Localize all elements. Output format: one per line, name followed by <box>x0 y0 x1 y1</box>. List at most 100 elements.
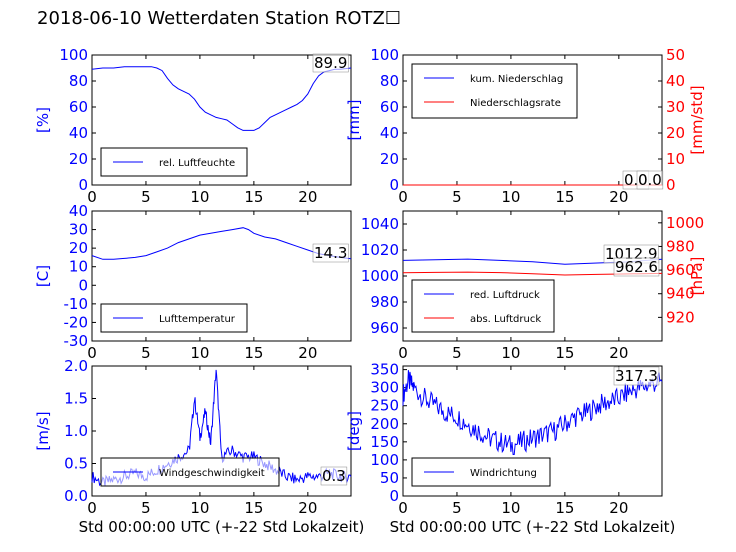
y-tick-label: -10 <box>64 295 89 313</box>
x-tick-label: 5 <box>141 188 151 206</box>
y-tick-label: 0 <box>78 176 88 194</box>
y-tick-label: 20 <box>69 150 88 168</box>
y-tick-label: 40 <box>69 202 88 220</box>
y-tick-label: 60 <box>69 98 88 116</box>
y-tick-label: 30 <box>69 221 88 239</box>
y-right-tick-label: 50 <box>666 46 685 64</box>
x-tick-label: 15 <box>555 188 574 206</box>
legend-label: abs. Luftdruck <box>470 314 541 325</box>
y-right-tick-label: 960 <box>666 261 695 279</box>
y-axis-label: [mm] <box>345 100 363 141</box>
y-tick-label: 0.0 <box>64 487 88 505</box>
plot-frame <box>91 210 352 342</box>
x-tick-label: 20 <box>609 188 628 206</box>
y-right-tick-label: 20 <box>666 124 685 142</box>
legend-label: kum. Niederschlag <box>470 74 563 85</box>
x-tick-label: 10 <box>190 344 209 362</box>
x-axis-label: Std 00:00:00 UTC (+-22 Std Lokalzeit) <box>390 518 676 536</box>
x-tick-label: 0 <box>398 188 408 206</box>
x-tick-label: 0 <box>398 344 408 362</box>
y-axis-label: [deg] <box>345 411 363 451</box>
y-tick-label: 20 <box>380 150 399 168</box>
y-tick-label: 50 <box>380 469 399 487</box>
y-tick-label: 200 <box>370 415 399 433</box>
x-tick-label: 20 <box>298 188 317 206</box>
x-tick-label: 10 <box>501 188 520 206</box>
series-line <box>91 227 352 260</box>
y-right-tick-label: 920 <box>666 308 695 326</box>
x-tick-label: 5 <box>452 344 462 362</box>
x-tick-label: 15 <box>244 344 263 362</box>
x-axis-label: Std 00:00:00 UTC (+-22 Std Lokalzeit) <box>79 518 365 536</box>
y-right-axis-label: [hPa] <box>688 257 706 296</box>
x-tick-label: 20 <box>298 499 317 517</box>
x-tick-label: 5 <box>141 499 151 517</box>
series-line <box>402 370 663 455</box>
x-tick-label: 20 <box>609 499 628 517</box>
y-right-tick-label: 0 <box>666 176 676 194</box>
x-tick-label: 10 <box>190 188 209 206</box>
y-tick-label: 1020 <box>361 241 399 259</box>
x-tick-label: 20 <box>298 344 317 362</box>
y-tick-label: 20 <box>69 239 88 257</box>
y-tick-label: 300 <box>370 379 399 397</box>
plot-frame <box>91 54 352 186</box>
y-right-tick-label: 980 <box>666 237 695 255</box>
legend-label: Windgeschwindigkeit <box>159 468 265 479</box>
y-tick-label: -20 <box>64 313 89 331</box>
y-tick-label: 1.0 <box>64 422 88 440</box>
x-tick-label: 10 <box>190 499 209 517</box>
end-value-annotation: 14.3 <box>314 244 347 262</box>
x-tick-label: 15 <box>244 188 263 206</box>
y-right-tick-label: 940 <box>666 285 695 303</box>
series-line <box>91 66 352 131</box>
x-tick-label: 15 <box>244 499 263 517</box>
y-tick-label: 0 <box>78 276 88 294</box>
y-tick-label: 350 <box>370 361 399 379</box>
y-right-tick-label: 30 <box>666 98 685 116</box>
y-tick-label: 40 <box>69 124 88 142</box>
y-tick-label: 80 <box>69 72 88 90</box>
y-tick-label: 40 <box>380 124 399 142</box>
x-tick-label: 0 <box>87 344 97 362</box>
x-tick-label: 20 <box>609 344 628 362</box>
legend-box <box>411 279 555 333</box>
figure-title: 2018-06-10 Wetterdaten Station ROTZ☐ <box>37 8 401 29</box>
x-tick-label: 5 <box>452 188 462 206</box>
y-tick-label: 100 <box>370 46 399 64</box>
x-tick-label: 5 <box>452 499 462 517</box>
y-tick-label: 0 <box>389 176 399 194</box>
x-tick-label: 0 <box>87 499 97 517</box>
y-tick-label: 150 <box>370 433 399 451</box>
y-tick-label: 2.0 <box>64 357 88 375</box>
x-tick-label: 0 <box>87 188 97 206</box>
end-value-annotation: 0.3 <box>322 467 346 485</box>
legend-label: rel. Luftfeuchte <box>159 158 235 169</box>
y-axis-label: [%] <box>34 107 52 133</box>
end-value-annotation: 317.3 <box>615 367 658 385</box>
y-tick-label: 0 <box>389 487 399 505</box>
annotation-box <box>312 53 349 73</box>
x-tick-label: 10 <box>501 344 520 362</box>
end-value-annotation: 89.9 <box>314 54 347 72</box>
y-tick-label: 100 <box>59 46 88 64</box>
y-right-tick-label: 10 <box>666 150 685 168</box>
y-tick-label: 80 <box>380 72 399 90</box>
annotation-box <box>320 466 348 486</box>
legend-label: Lufttemperatur <box>159 314 236 325</box>
legend-label: red. Luftdruck <box>470 290 540 301</box>
y-tick-label: 100 <box>370 451 399 469</box>
end-value-annotation: 962.6 <box>615 258 658 276</box>
legend-label: Niederschlagsrate <box>470 98 561 109</box>
plot-frame <box>402 365 663 497</box>
y-tick-label: 0.5 <box>64 455 88 473</box>
end-value-annotation: 0.0 <box>638 171 662 189</box>
legend-box <box>411 63 578 119</box>
y-axis-label: [m/s] <box>34 411 52 450</box>
y-tick-label: 980 <box>370 293 399 311</box>
y-tick-label: 60 <box>380 98 399 116</box>
y-tick-label: 1.5 <box>64 390 88 408</box>
y-tick-label: 250 <box>370 397 399 415</box>
y-right-tick-label: 40 <box>666 72 685 90</box>
